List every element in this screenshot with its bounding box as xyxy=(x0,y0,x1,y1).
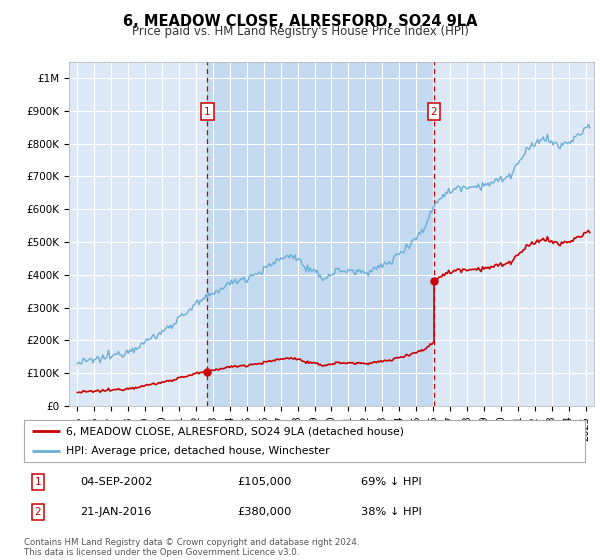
Text: 2: 2 xyxy=(35,507,41,517)
Text: 69% ↓ HPI: 69% ↓ HPI xyxy=(361,477,421,487)
Text: 38% ↓ HPI: 38% ↓ HPI xyxy=(361,507,421,517)
Text: 04-SEP-2002: 04-SEP-2002 xyxy=(80,477,152,487)
Text: This data is licensed under the Open Government Licence v3.0.: This data is licensed under the Open Gov… xyxy=(24,548,299,557)
Text: HPI: Average price, detached house, Winchester: HPI: Average price, detached house, Winc… xyxy=(66,446,330,456)
Text: £105,000: £105,000 xyxy=(237,477,292,487)
Text: Contains HM Land Registry data © Crown copyright and database right 2024.: Contains HM Land Registry data © Crown c… xyxy=(24,538,359,547)
Text: Price paid vs. HM Land Registry's House Price Index (HPI): Price paid vs. HM Land Registry's House … xyxy=(131,25,469,38)
Text: 1: 1 xyxy=(204,106,211,116)
Bar xyxy=(208,62,434,406)
Text: 1: 1 xyxy=(35,477,41,487)
Text: 21-JAN-2016: 21-JAN-2016 xyxy=(80,507,151,517)
Text: 6, MEADOW CLOSE, ALRESFORD, SO24 9LA (detached house): 6, MEADOW CLOSE, ALRESFORD, SO24 9LA (de… xyxy=(66,426,404,436)
Text: 6, MEADOW CLOSE, ALRESFORD, SO24 9LA: 6, MEADOW CLOSE, ALRESFORD, SO24 9LA xyxy=(123,14,477,29)
Text: 2: 2 xyxy=(431,106,437,116)
Text: £380,000: £380,000 xyxy=(237,507,292,517)
